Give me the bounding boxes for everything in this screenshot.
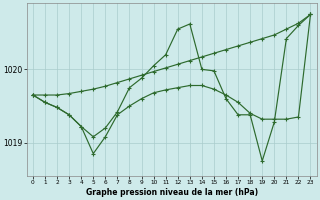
X-axis label: Graphe pression niveau de la mer (hPa): Graphe pression niveau de la mer (hPa)	[86, 188, 258, 197]
